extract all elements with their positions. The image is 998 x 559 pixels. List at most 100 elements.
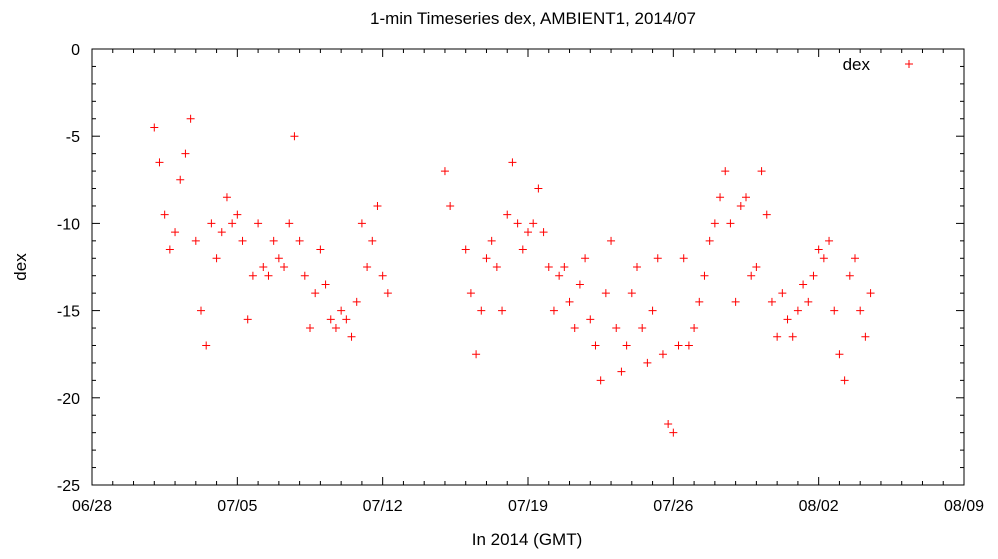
data-point xyxy=(176,175,185,184)
data-point xyxy=(197,306,205,315)
data-point xyxy=(342,315,351,324)
data-point xyxy=(508,158,517,167)
data-point xyxy=(482,254,491,263)
legend-plus-marker xyxy=(905,60,913,68)
data-point xyxy=(653,254,662,263)
data-point xyxy=(150,123,159,132)
data-point xyxy=(549,306,558,315)
data-points xyxy=(150,114,875,437)
data-point xyxy=(581,254,590,263)
data-point xyxy=(529,219,538,228)
data-point xyxy=(793,306,802,315)
data-point xyxy=(835,350,844,359)
data-point xyxy=(716,193,725,202)
data-point xyxy=(601,289,610,298)
y-tick-label: -10 xyxy=(57,216,80,233)
data-point xyxy=(290,132,299,141)
data-point xyxy=(674,341,683,350)
x-tick-label: 07/19 xyxy=(508,498,548,515)
plot-frame xyxy=(91,48,965,486)
data-point xyxy=(202,341,211,350)
data-point xyxy=(799,280,808,289)
data-point xyxy=(643,358,652,367)
data-point xyxy=(222,193,231,202)
data-point xyxy=(259,263,268,271)
x-tick-label: 06/28 xyxy=(72,498,112,515)
y-axis-label: dex xyxy=(11,253,30,281)
data-point xyxy=(503,210,512,219)
data-point xyxy=(736,201,745,210)
data-point xyxy=(446,201,455,210)
data-point xyxy=(383,289,392,298)
data-point xyxy=(373,201,382,210)
data-point xyxy=(783,315,792,324)
data-point xyxy=(311,289,320,298)
data-point xyxy=(243,315,252,324)
data-point xyxy=(337,306,346,315)
data-point xyxy=(498,306,507,315)
data-point xyxy=(378,271,387,280)
data-point xyxy=(466,289,475,298)
data-point xyxy=(679,254,688,263)
x-tick-label: 07/12 xyxy=(363,498,403,515)
y-tick-label: -25 xyxy=(57,478,80,495)
y-tick-label: -15 xyxy=(57,304,80,321)
data-point xyxy=(477,306,486,315)
data-point xyxy=(363,263,372,271)
data-point xyxy=(669,428,678,437)
data-point xyxy=(254,219,263,228)
data-point xyxy=(518,245,527,254)
data-point xyxy=(633,263,641,271)
data-point xyxy=(321,280,330,289)
data-point xyxy=(830,306,839,315)
data-point xyxy=(440,167,449,176)
data-point xyxy=(622,341,631,350)
data-point xyxy=(171,228,180,237)
data-point xyxy=(690,324,699,333)
data-point xyxy=(326,315,335,324)
data-point xyxy=(586,315,595,324)
data-point xyxy=(721,167,730,176)
data-point xyxy=(814,245,823,254)
legend-label: dex xyxy=(843,55,871,74)
data-point xyxy=(331,324,340,333)
data-point xyxy=(684,341,693,350)
data-point xyxy=(357,219,366,228)
data-point xyxy=(773,332,782,341)
x-axis-label: In 2014 (GMT) xyxy=(472,530,583,549)
data-point xyxy=(742,193,750,202)
data-point xyxy=(731,297,740,306)
x-tick-label: 07/26 xyxy=(653,498,693,515)
data-point xyxy=(191,236,200,245)
data-point xyxy=(767,297,776,306)
data-point xyxy=(238,236,247,245)
y-tick-label: -5 xyxy=(66,129,80,146)
x-tick-label: 08/09 xyxy=(944,498,984,515)
data-point xyxy=(207,219,216,228)
data-point xyxy=(762,210,771,219)
data-point xyxy=(752,263,761,271)
data-point xyxy=(186,114,195,123)
data-point xyxy=(274,254,283,263)
data-point xyxy=(856,306,865,315)
x-tick-label: 07/05 xyxy=(217,498,257,515)
data-point xyxy=(280,263,289,271)
data-point xyxy=(347,332,356,341)
data-point xyxy=(664,419,673,428)
data-point xyxy=(778,289,787,298)
data-point xyxy=(269,236,278,245)
data-point xyxy=(726,219,735,228)
data-point xyxy=(295,236,304,245)
data-point xyxy=(819,254,828,263)
data-point xyxy=(461,245,470,254)
data-point xyxy=(695,297,704,306)
y-tick-label: 0 xyxy=(71,42,80,59)
data-point xyxy=(492,263,501,271)
data-point xyxy=(524,228,532,237)
data-point xyxy=(788,332,797,341)
data-point xyxy=(155,158,164,167)
data-point xyxy=(596,376,605,385)
data-point xyxy=(513,219,522,228)
data-point xyxy=(316,245,325,254)
